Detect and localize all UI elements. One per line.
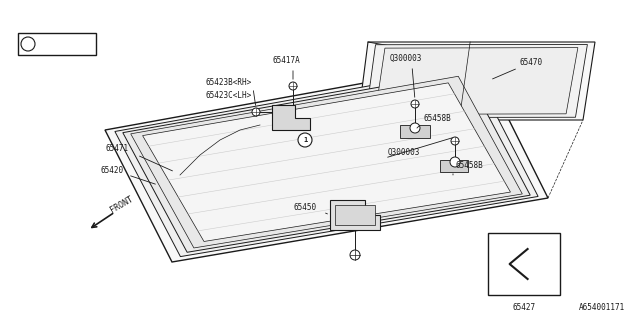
Text: W140041: W140041 [37,39,72,49]
Text: 65417A: 65417A [272,55,300,65]
Circle shape [350,250,360,260]
Polygon shape [272,105,310,130]
Text: 65458B: 65458B [423,114,451,123]
Bar [18,33,96,55]
Polygon shape [358,42,595,120]
Polygon shape [375,48,578,114]
Polygon shape [143,83,511,242]
Circle shape [450,157,460,167]
Text: 1: 1 [26,39,30,49]
Circle shape [289,82,297,90]
Polygon shape [105,62,548,262]
Text: 65470: 65470 [520,58,543,67]
Text: 1: 1 [303,137,307,143]
Polygon shape [440,160,468,172]
Circle shape [411,100,419,108]
Polygon shape [123,72,530,252]
Text: 65471: 65471 [105,143,128,153]
Polygon shape [330,200,380,230]
Text: Q300003: Q300003 [390,53,422,62]
Text: 65427: 65427 [513,303,536,312]
Circle shape [410,123,420,133]
Text: 65450: 65450 [293,204,316,212]
Polygon shape [365,44,588,117]
Circle shape [21,37,35,51]
Text: 65423B<RH>: 65423B<RH> [205,77,252,86]
Text: 65423C<LH>: 65423C<LH> [205,91,252,100]
Text: FRONT: FRONT [108,195,134,215]
Polygon shape [400,125,430,138]
Circle shape [451,137,459,145]
Circle shape [252,108,260,116]
Text: Q300003: Q300003 [388,148,420,156]
Bar [488,233,560,295]
Polygon shape [131,76,522,248]
Polygon shape [115,68,538,257]
Polygon shape [335,205,375,225]
Circle shape [298,133,312,147]
Text: 65420: 65420 [100,165,123,174]
Text: 65458B: 65458B [455,161,483,170]
Text: A654001171: A654001171 [579,303,625,312]
